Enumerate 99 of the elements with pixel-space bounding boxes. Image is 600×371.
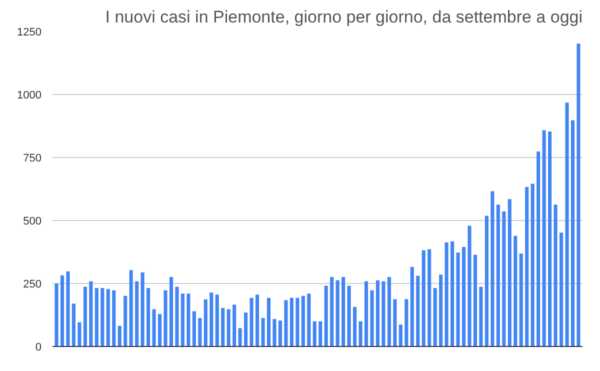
bar [387, 276, 391, 346]
bar [530, 184, 534, 346]
bar [60, 275, 64, 346]
bar [129, 270, 133, 346]
bar [164, 290, 168, 346]
bar [244, 312, 248, 346]
bar [353, 306, 357, 346]
bar [398, 324, 402, 346]
bar [570, 120, 575, 346]
bar [554, 204, 558, 346]
bar [376, 280, 380, 346]
bar [54, 284, 58, 346]
bar [112, 290, 116, 346]
bar [318, 321, 322, 346]
bar [364, 281, 368, 346]
bar [462, 246, 466, 346]
bar [118, 326, 122, 346]
y-tick-label: 750 [23, 152, 42, 164]
bar [312, 321, 316, 346]
bar [358, 321, 362, 346]
bar [548, 132, 552, 346]
bar [83, 286, 87, 346]
bar [342, 276, 346, 346]
bar [272, 319, 276, 346]
bar [186, 294, 190, 346]
bar [89, 281, 93, 346]
bar [232, 304, 236, 346]
bar [140, 272, 144, 346]
y-tick-label: 1000 [17, 90, 42, 102]
chart-title: I nuovi casi in Piemonte, giorno per giorno, da settembre a oggi [105, 8, 583, 26]
bar [439, 274, 443, 346]
bar [576, 44, 580, 346]
bar [296, 298, 300, 346]
bar [456, 252, 460, 346]
bar [238, 328, 242, 346]
bar [72, 304, 76, 346]
bar [152, 309, 156, 346]
bar [169, 276, 174, 346]
bar [124, 296, 128, 346]
bar [135, 281, 139, 346]
bar [301, 296, 305, 346]
bar [473, 254, 478, 346]
bar [94, 288, 98, 346]
bar [393, 299, 397, 346]
bar [542, 130, 546, 346]
bar [490, 191, 494, 346]
bar [324, 286, 328, 346]
bar [444, 242, 448, 346]
bar [290, 298, 294, 346]
bar [180, 294, 184, 346]
bar [479, 286, 483, 346]
bar [261, 318, 265, 346]
bar [525, 186, 529, 346]
bar [175, 286, 179, 346]
bar [508, 199, 512, 346]
bar [330, 276, 334, 346]
bar [428, 249, 432, 346]
bar [565, 102, 569, 346]
bar [502, 211, 506, 346]
bar [278, 320, 282, 346]
bar [416, 276, 420, 346]
bar [404, 299, 408, 346]
y-tick-label: 250 [23, 278, 42, 290]
bar [410, 266, 414, 346]
bar [496, 204, 500, 346]
y-tick-label: 500 [23, 216, 42, 228]
bar [204, 299, 208, 346]
bar [468, 226, 472, 346]
bar [192, 311, 196, 346]
y-tick-label: 0 [35, 342, 42, 354]
bar [382, 281, 386, 346]
y-tick-label: 1250 [17, 26, 42, 38]
bar [484, 216, 488, 346]
bar [422, 250, 426, 346]
bar [146, 288, 150, 346]
bar [100, 288, 104, 346]
bar [514, 236, 518, 346]
bar [450, 241, 454, 346]
bar [226, 309, 230, 346]
bar [266, 298, 271, 346]
bar [158, 314, 162, 346]
bar [560, 232, 564, 346]
bar [347, 286, 351, 346]
bar [210, 292, 214, 346]
bar [250, 298, 254, 346]
bar [78, 322, 82, 346]
bar [215, 294, 219, 346]
bar [370, 290, 374, 346]
bar [536, 151, 540, 346]
bar [66, 271, 70, 346]
bar [519, 254, 523, 346]
bar [307, 294, 311, 346]
bar [198, 318, 202, 346]
bar [336, 280, 340, 346]
bar [221, 308, 225, 346]
bar [433, 288, 437, 346]
bar [255, 294, 260, 346]
bar [284, 300, 288, 346]
bar [106, 289, 110, 346]
